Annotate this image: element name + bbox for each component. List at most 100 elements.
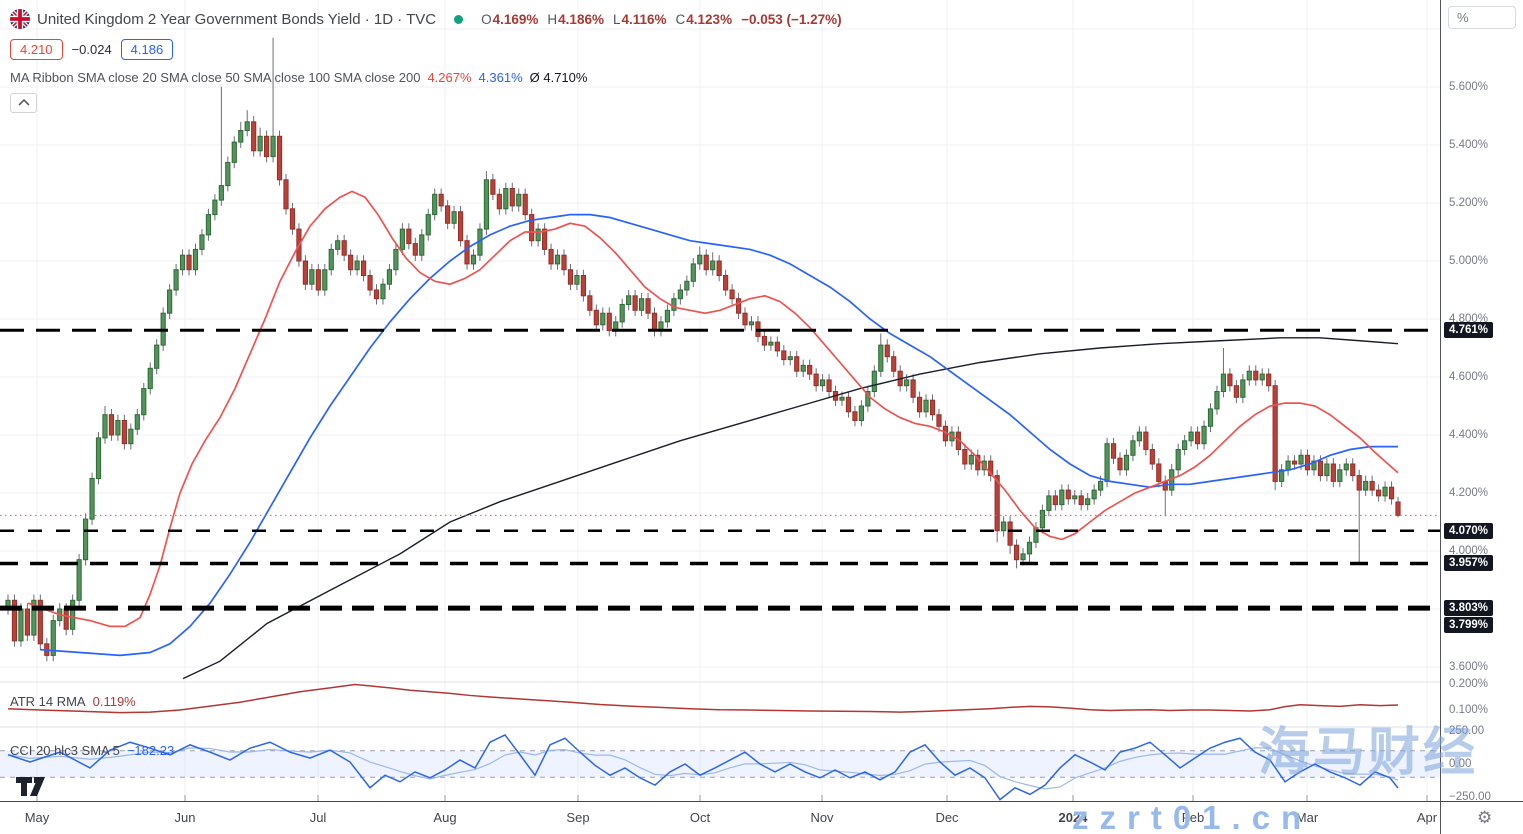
candle-body[interactable]: [716, 260, 722, 276]
candle-body[interactable]: [373, 289, 380, 300]
candle-body[interactable]: [218, 185, 224, 201]
candle-body[interactable]: [871, 370, 877, 393]
candle-body[interactable]: [115, 420, 121, 436]
candle-body[interactable]: [542, 228, 548, 250]
candle-body[interactable]: [1356, 475, 1362, 491]
candle-body[interactable]: [1149, 449, 1155, 465]
candle-body[interactable]: [1013, 544, 1020, 561]
candle-body[interactable]: [535, 228, 541, 242]
candle-body[interactable]: [929, 399, 936, 416]
candle-body[interactable]: [1259, 373, 1265, 381]
candle-body[interactable]: [276, 135, 283, 181]
candle-body[interactable]: [748, 321, 755, 326]
candle-body[interactable]: [651, 312, 658, 332]
candle-body[interactable]: [1253, 370, 1259, 381]
candle-body[interactable]: [1072, 495, 1078, 500]
candle-body[interactable]: [380, 283, 386, 300]
candle-body[interactable]: [975, 454, 981, 471]
axis-unit-button[interactable]: %: [1448, 6, 1516, 29]
candle-body[interactable]: [192, 248, 199, 271]
candle-body[interactable]: [199, 234, 205, 250]
candle-body[interactable]: [186, 254, 192, 271]
candle-body[interactable]: [1039, 509, 1046, 529]
candle-body[interactable]: [697, 254, 703, 265]
candle-body[interactable]: [134, 414, 140, 430]
candle-body[interactable]: [283, 179, 289, 210]
candle-body[interactable]: [865, 391, 871, 407]
atr-indicator-legend[interactable]: ATR 14 RMA 0.119%: [10, 694, 136, 709]
candle-body[interactable]: [231, 141, 237, 163]
candle-body[interactable]: [406, 228, 412, 245]
candle-body[interactable]: [742, 312, 748, 326]
candle-body[interactable]: [179, 254, 186, 271]
candle-body[interactable]: [1246, 370, 1252, 381]
cci-indicator-legend[interactable]: CCI 20 hlc3 SMA 5 −182.23: [10, 743, 174, 758]
candle-body[interactable]: [470, 254, 477, 265]
candle-body[interactable]: [774, 341, 780, 352]
candle-body[interactable]: [1194, 431, 1201, 445]
candle-body[interactable]: [1291, 460, 1298, 465]
time-axis-label[interactable]: Jun: [174, 810, 196, 825]
candle-body[interactable]: [690, 263, 696, 282]
candle-body[interactable]: [1214, 391, 1220, 410]
candle-body[interactable]: [994, 475, 1000, 532]
candle-body[interactable]: [212, 199, 218, 216]
candle-body[interactable]: [238, 130, 244, 143]
candle-body[interactable]: [1330, 463, 1336, 482]
candle-body[interactable]: [619, 304, 625, 323]
candle-body[interactable]: [522, 193, 528, 216]
candle-body[interactable]: [438, 193, 444, 207]
candle-body[interactable]: [367, 275, 373, 291]
candle-body[interactable]: [923, 399, 929, 413]
candle-body[interactable]: [1110, 443, 1117, 459]
candle-body[interactable]: [1207, 408, 1214, 427]
candle-body[interactable]: [24, 608, 30, 636]
candle-body[interactable]: [1337, 469, 1343, 482]
candle-body[interactable]: [800, 364, 806, 372]
candle-body[interactable]: [1136, 431, 1142, 442]
candle-body[interactable]: [457, 211, 464, 242]
time-axis-label[interactable]: Dec: [935, 810, 959, 825]
time-axis-label[interactable]: May: [24, 810, 50, 825]
time-axis-label[interactable]: 2024: [1058, 810, 1088, 825]
time-axis-label[interactable]: Jul: [309, 810, 327, 825]
candle-body[interactable]: [1175, 449, 1181, 471]
candle-body[interactable]: [432, 193, 438, 216]
candle-body[interactable]: [244, 121, 250, 132]
candle-body[interactable]: [335, 240, 341, 250]
candle-body[interactable]: [884, 344, 890, 358]
candle-body[interactable]: [1317, 460, 1324, 477]
time-axis-label[interactable]: Apr: [1416, 810, 1438, 825]
candle-body[interactable]: [632, 295, 638, 311]
candle-body[interactable]: [587, 295, 593, 311]
candle-body[interactable]: [1078, 495, 1084, 506]
candle-body[interactable]: [11, 599, 18, 642]
candle-body[interactable]: [399, 228, 405, 250]
candle-body[interactable]: [807, 364, 813, 375]
candle-body[interactable]: [1388, 486, 1395, 500]
candle-body[interactable]: [787, 356, 793, 361]
candle-body[interactable]: [341, 240, 347, 256]
candle-body[interactable]: [936, 414, 942, 427]
candle-body[interactable]: [70, 599, 76, 630]
candle-body[interactable]: [167, 289, 173, 314]
candle-body[interactable]: [257, 135, 263, 152]
candle-body[interactable]: [561, 254, 567, 271]
candle-body[interactable]: [95, 437, 102, 479]
candle-body[interactable]: [1376, 489, 1382, 497]
candle-body[interactable]: [31, 599, 37, 636]
candle-body[interactable]: [89, 478, 95, 520]
candle-body[interactable]: [63, 608, 69, 630]
candle-body[interactable]: [671, 298, 677, 311]
sell-price-button[interactable]: 4.210: [10, 39, 63, 60]
candle-body[interactable]: [108, 414, 115, 436]
candle-body[interactable]: [1382, 486, 1388, 497]
candle-body[interactable]: [1311, 460, 1317, 471]
candle-body[interactable]: [445, 205, 451, 224]
candle-body[interactable]: [18, 608, 24, 642]
candle-body[interactable]: [82, 518, 89, 561]
candle-body[interactable]: [554, 254, 561, 265]
candle-body[interactable]: [781, 350, 787, 361]
gear-icon[interactable]: ⚙: [1477, 808, 1493, 827]
candle-body[interactable]: [768, 341, 774, 346]
